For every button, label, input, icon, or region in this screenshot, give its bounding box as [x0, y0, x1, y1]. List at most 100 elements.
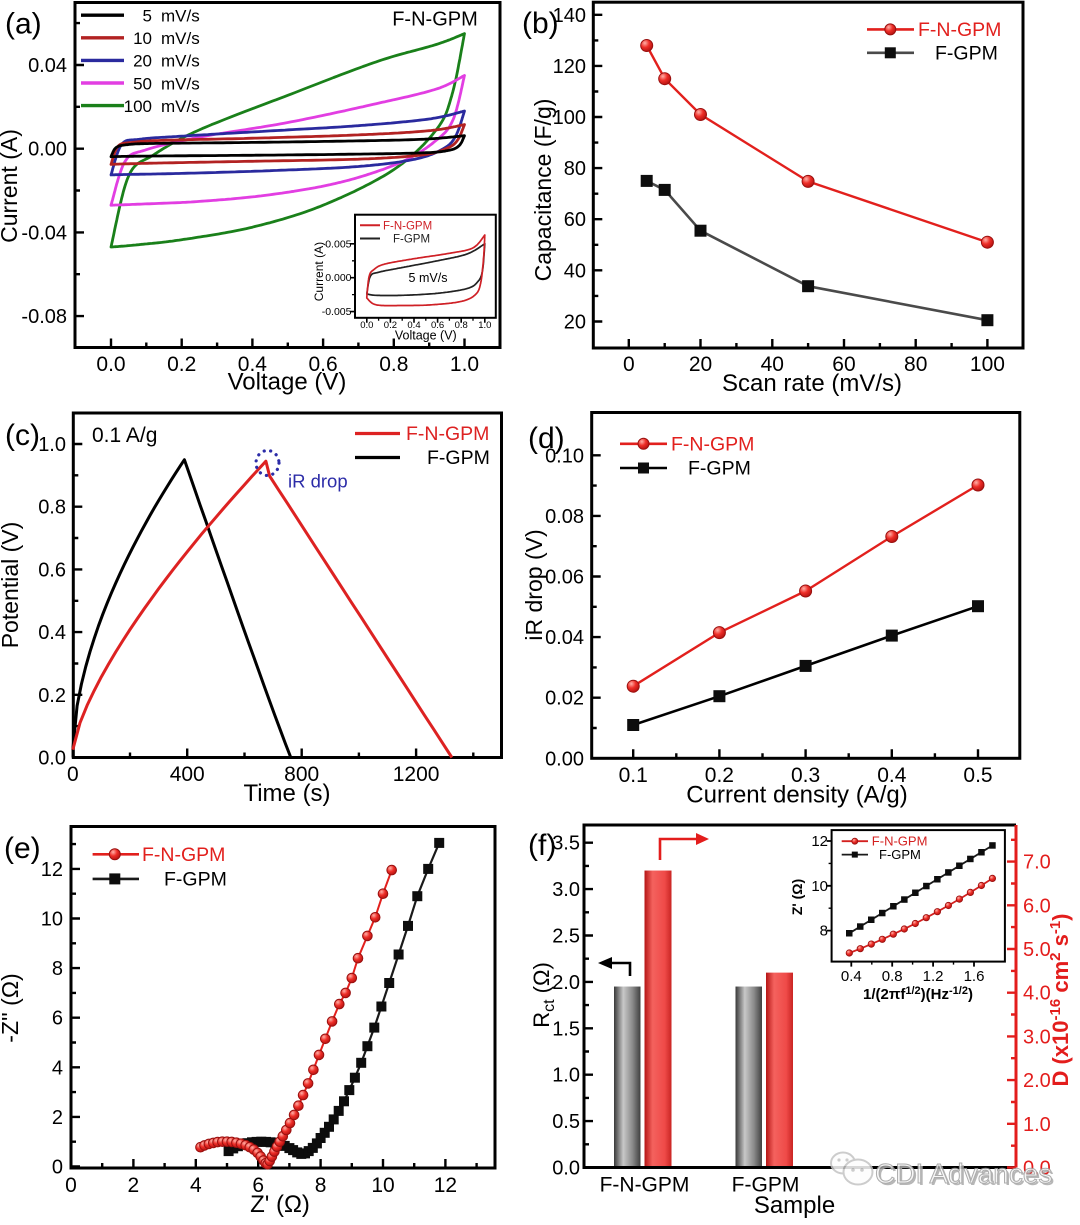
svg-text:8: 8	[315, 1174, 327, 1197]
svg-text:0.06: 0.06	[545, 567, 584, 589]
svg-text:mV/s: mV/s	[161, 52, 200, 71]
svg-text:0.00: 0.00	[545, 748, 584, 770]
svg-text:100: 100	[970, 353, 1005, 376]
svg-text:0.6: 0.6	[431, 320, 444, 331]
svg-text:2.5: 2.5	[552, 926, 580, 948]
svg-text:5: 5	[143, 7, 152, 26]
svg-text:0.6: 0.6	[308, 353, 337, 376]
svg-text:CDI Advances: CDI Advances	[875, 1158, 1052, 1189]
svg-text:0.6: 0.6	[38, 559, 66, 581]
svg-text:100: 100	[553, 107, 586, 129]
svg-text:5.0: 5.0	[1023, 939, 1051, 961]
svg-text:2: 2	[128, 1174, 140, 1197]
svg-text:F-GPM: F-GPM	[688, 458, 751, 480]
svg-text:0.0: 0.0	[360, 320, 373, 331]
svg-text:F-GPM: F-GPM	[164, 868, 227, 890]
svg-text:0.000: 0.000	[325, 272, 351, 284]
svg-text:0.2: 0.2	[167, 353, 196, 376]
svg-text:0.5: 0.5	[552, 1111, 580, 1133]
svg-text:0.1: 0.1	[619, 764, 648, 787]
svg-text:40: 40	[761, 353, 784, 376]
svg-text:F-N-GPM: F-N-GPM	[383, 220, 432, 232]
svg-text:Potential (V): Potential (V)	[0, 522, 23, 649]
svg-text:60: 60	[832, 353, 855, 376]
svg-text:F-N-GPM: F-N-GPM	[392, 9, 478, 31]
svg-text:3.0: 3.0	[1023, 1026, 1051, 1048]
svg-text:1.5: 1.5	[552, 1018, 580, 1040]
svg-text:0.04: 0.04	[28, 55, 67, 77]
svg-text:0.8: 0.8	[882, 968, 903, 985]
svg-text:2.0: 2.0	[552, 972, 580, 994]
svg-text:0.2: 0.2	[38, 685, 66, 707]
svg-text:1/(2πf1/2)(Hz-1/2): 1/(2πf1/2)(Hz-1/2)	[863, 985, 973, 1003]
svg-text:4: 4	[52, 1057, 63, 1079]
svg-text:1.0: 1.0	[478, 320, 491, 331]
svg-text:0.08: 0.08	[545, 506, 584, 528]
svg-text:12: 12	[811, 833, 828, 850]
svg-text:0.10: 0.10	[545, 445, 584, 467]
svg-text:F-N-GPM: F-N-GPM	[671, 433, 754, 455]
svg-text:10: 10	[133, 29, 152, 48]
svg-text:0.005: 0.005	[325, 238, 351, 250]
svg-text:1.2: 1.2	[923, 968, 944, 985]
svg-text:0.00: 0.00	[28, 139, 67, 161]
svg-text:F-N-GPM: F-N-GPM	[142, 844, 225, 866]
svg-text:0.1 A/g: 0.1 A/g	[92, 424, 157, 447]
svg-text:1.0: 1.0	[1023, 1114, 1051, 1136]
svg-text:5 mV/s: 5 mV/s	[409, 271, 448, 285]
svg-text:4.0: 4.0	[1023, 983, 1051, 1005]
svg-text:mV/s: mV/s	[161, 74, 200, 93]
svg-text:F-N-GPM: F-N-GPM	[406, 423, 489, 445]
svg-text:-Z'' (Ω): -Z'' (Ω)	[0, 973, 23, 1042]
svg-text:F-GPM: F-GPM	[732, 1174, 800, 1197]
svg-text:0.2: 0.2	[384, 320, 397, 331]
svg-text:0: 0	[623, 353, 635, 376]
svg-text:mV/s: mV/s	[161, 29, 200, 48]
svg-text:50: 50	[133, 74, 152, 93]
svg-text:0.4: 0.4	[877, 764, 907, 787]
svg-text:6: 6	[52, 1008, 63, 1030]
svg-text:mV/s: mV/s	[161, 97, 200, 116]
svg-text:F-N-GPM: F-N-GPM	[600, 1174, 690, 1197]
svg-text:(c): (c)	[5, 419, 40, 452]
svg-text:Current density (A/g): Current density (A/g)	[686, 782, 907, 809]
svg-text:0: 0	[67, 763, 79, 786]
svg-text:800: 800	[284, 763, 319, 786]
svg-text:20: 20	[133, 52, 152, 71]
svg-text:0.0: 0.0	[38, 748, 66, 770]
svg-text:40: 40	[564, 260, 586, 282]
svg-text:10: 10	[41, 909, 63, 931]
svg-text:Scan rate (mV/s): Scan rate (mV/s)	[722, 370, 902, 397]
svg-text:0.3: 0.3	[791, 764, 820, 787]
svg-text:0.4: 0.4	[841, 968, 862, 985]
svg-text:(f): (f)	[528, 829, 556, 862]
svg-text:0.4: 0.4	[238, 353, 268, 376]
svg-text:0.5: 0.5	[963, 764, 992, 787]
svg-text:iR drop: iR drop	[288, 471, 348, 492]
svg-text:0: 0	[65, 1174, 77, 1197]
svg-text:8: 8	[52, 958, 63, 980]
svg-text:Capacitance (F/g): Capacitance (F/g)	[530, 99, 556, 282]
svg-text:Current (A): Current (A)	[312, 242, 326, 301]
svg-text:F-N-GPM: F-N-GPM	[918, 19, 1001, 41]
svg-text:6: 6	[252, 1174, 264, 1197]
svg-text:Current (A): Current (A)	[0, 129, 22, 243]
svg-text:F-GPM: F-GPM	[935, 42, 998, 64]
svg-text:1.6: 1.6	[964, 968, 985, 985]
svg-text:10: 10	[811, 878, 828, 895]
svg-text:(d): (d)	[528, 422, 565, 455]
svg-text:20: 20	[564, 311, 586, 333]
svg-text:mV/s: mV/s	[161, 7, 200, 26]
svg-text:(b): (b)	[522, 7, 559, 40]
svg-text:10: 10	[371, 1174, 394, 1197]
svg-text:Voltage (V): Voltage (V)	[395, 329, 457, 343]
svg-text:400: 400	[170, 763, 205, 786]
svg-text:1.0: 1.0	[450, 353, 479, 376]
svg-text:Voltage (V): Voltage (V)	[228, 369, 347, 396]
svg-text:D (x10-16 cm2 s-1): D (x10-16 cm2 s-1)	[1047, 913, 1073, 1086]
svg-text:12: 12	[434, 1174, 457, 1197]
svg-text:0.0: 0.0	[96, 353, 125, 376]
svg-text:iR drop (V): iR drop (V)	[521, 529, 547, 640]
svg-text:0.4: 0.4	[38, 622, 66, 644]
svg-text:2.0: 2.0	[1023, 1070, 1051, 1092]
